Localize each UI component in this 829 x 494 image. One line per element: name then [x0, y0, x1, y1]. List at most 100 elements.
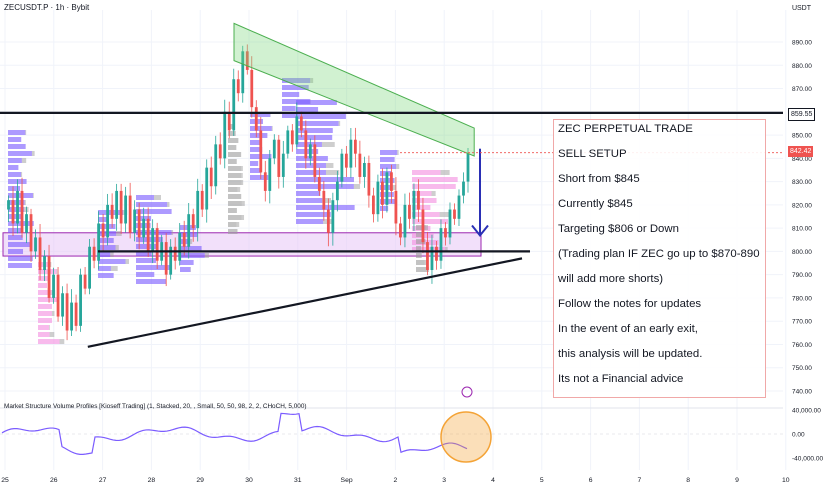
volume-profile-bar: [228, 187, 237, 192]
volume-profile-bar: [205, 253, 209, 258]
volume-profile-bar: [57, 269, 58, 274]
candle-body: [354, 140, 357, 154]
volume-profile-bar: [412, 219, 448, 224]
volume-profile-bar: [296, 114, 346, 119]
candle-body: [313, 144, 316, 177]
volume-profile-bar: [228, 229, 237, 234]
candle-body: [358, 154, 361, 177]
volume-profile-bar: [110, 252, 113, 257]
candle-body: [291, 130, 294, 144]
currency-label: USDT: [792, 5, 811, 12]
candle-body: [327, 210, 330, 233]
volume-profile-bar: [190, 267, 191, 272]
note-line: (Trading plan IF ZEC go up to $870-890: [558, 248, 760, 260]
candle-body: [264, 172, 267, 191]
candle-body: [219, 144, 222, 158]
volume-profile-bar: [250, 168, 260, 173]
candle-body: [422, 210, 425, 243]
volume-profile-bar: [339, 121, 341, 126]
candle-body: [295, 116, 298, 144]
volume-profile-bar: [8, 172, 21, 177]
candle-body: [345, 154, 348, 168]
candle-body: [336, 182, 339, 201]
candle-body: [12, 200, 15, 223]
volume-profile-bar: [228, 145, 236, 150]
candle-body: [52, 275, 55, 298]
candle-body: [43, 256, 46, 270]
current-price-badge: 842.42: [788, 146, 813, 157]
date-tick-label: 30: [245, 477, 253, 484]
note-line: Currently $845: [558, 198, 633, 210]
volume-profile-bar: [98, 266, 111, 271]
volume-profile-bar: [116, 245, 119, 250]
volume-profile-bar: [380, 150, 397, 155]
price-tick-label: 820.00: [792, 202, 812, 209]
candle-body: [453, 210, 456, 219]
candle-body: [115, 191, 118, 219]
trade-notes-box[interactable]: ZEC PERPETUAL TRADE SELL SETUP Short fro…: [553, 119, 766, 398]
volume-profile-bar: [228, 194, 241, 199]
volume-profile-bar: [180, 253, 205, 258]
candle-body: [79, 275, 82, 326]
candle-body: [377, 182, 380, 215]
volume-profile-bar: [38, 332, 50, 337]
candle-body: [417, 191, 420, 210]
volume-profile-bar: [441, 170, 450, 175]
candle-body: [413, 191, 416, 219]
date-tick-label: 8: [686, 477, 690, 484]
candle-body: [66, 293, 69, 330]
volume-profile-bar: [22, 158, 26, 163]
candle-body: [444, 228, 447, 237]
date-tick-label: 4: [491, 477, 495, 484]
volume-profile-bar: [237, 187, 240, 192]
volume-profile-bar: [380, 157, 395, 162]
volume-profile-bar: [322, 142, 335, 147]
volume-profile-bar: [126, 259, 130, 264]
candle-body: [151, 228, 154, 251]
volume-profile-bar: [38, 276, 49, 281]
volume-profile-bar: [38, 283, 47, 288]
candle-body: [39, 237, 42, 270]
volume-profile-bar: [416, 253, 422, 258]
volume-profile-bar: [98, 238, 114, 243]
volume-profile-bar: [228, 222, 236, 227]
candle-body: [386, 172, 389, 205]
candle-body: [205, 168, 208, 210]
date-tick-label: 10: [782, 477, 790, 484]
price-tick-label: 750.00: [792, 365, 812, 372]
volume-profile-bar: [296, 100, 337, 105]
note-line: this analysis will be updated.: [558, 348, 702, 360]
price-tick-label: 830.00: [792, 179, 812, 186]
volume-profile-bar: [282, 106, 296, 111]
volume-profile-bar: [241, 166, 243, 171]
volume-profile-bar: [412, 198, 437, 203]
volume-profile-bar: [8, 193, 33, 198]
volume-profile-bar: [296, 163, 326, 168]
candle-body: [458, 196, 461, 219]
volume-profile-bar: [38, 318, 52, 323]
candle-body: [120, 191, 123, 224]
candle-body: [462, 182, 465, 196]
candle-body: [138, 210, 141, 238]
candle-body: [372, 196, 375, 215]
candle-body: [399, 223, 402, 237]
candle-body: [381, 182, 384, 205]
candle-body: [16, 191, 19, 224]
volume-profile-bar: [250, 133, 267, 138]
candle-body: [282, 154, 285, 177]
note-line: SELL SETUP: [558, 148, 627, 160]
volume-profile-bar: [8, 165, 18, 170]
indicator-tick-label: 0.00: [792, 432, 805, 439]
candle-body: [367, 163, 370, 196]
candle-body: [300, 116, 303, 130]
candle-body: [183, 233, 186, 247]
volume-profile-bar: [354, 184, 360, 189]
volume-profile-bar: [426, 225, 428, 230]
candle-body: [102, 223, 105, 237]
candle-body: [363, 163, 366, 177]
volume-profile-bar: [98, 210, 123, 215]
price-tick-label: 800.00: [792, 249, 812, 256]
date-tick-label: 6: [589, 477, 593, 484]
volume-profile-bar: [49, 325, 50, 330]
